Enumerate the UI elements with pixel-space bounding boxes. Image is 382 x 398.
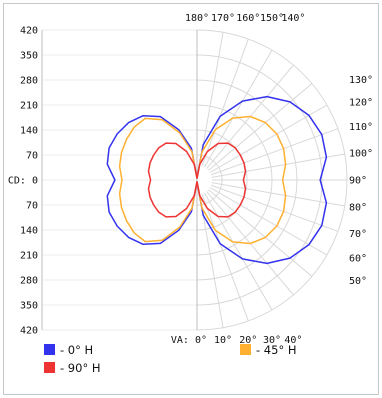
radial-tick-label: 350 — [20, 301, 38, 312]
radial-tick-label: 280 — [20, 76, 38, 87]
angle-label-right: 80° — [349, 203, 367, 214]
angle-label-bottom: VA: 0° — [171, 335, 207, 346]
angle-label-right: 60° — [349, 254, 367, 265]
grid-radial-line — [208, 189, 313, 277]
polar-chart: 420 350 280 210 140 70 CD: 0 70 140 210 280 350 420 1… — [8, 13, 373, 375]
angle-label-top: 170° — [211, 13, 235, 24]
legend-label: - 45° H — [256, 343, 297, 357]
legend-label: - 90° H — [60, 361, 101, 375]
legend-label: - 0° H — [60, 343, 93, 357]
angle-label-bottom: 20° — [239, 335, 257, 346]
radial-tick-label: 210 — [20, 101, 38, 112]
grid-radial-line — [210, 184, 339, 232]
grid-radial-line — [211, 182, 345, 207]
grid-radial-line — [201, 193, 249, 322]
angle-label-top: 180° — [185, 13, 209, 24]
radial-tick-label: 420 — [20, 326, 38, 337]
angle-label-right: 70° — [349, 229, 367, 240]
angle-label-right: 120° — [349, 98, 373, 109]
angle-label-right: 110° — [349, 122, 373, 133]
curves — [106, 95, 328, 265]
angle-label-top: 160° — [236, 13, 260, 24]
angle-label-right: 90° — [349, 176, 367, 187]
radial-tick-label: 140 — [20, 226, 38, 237]
grid-radial-line — [211, 153, 345, 178]
radial-tick-label: 140 — [20, 126, 38, 137]
legend-swatch — [44, 344, 55, 355]
radial-tick-label: 280 — [20, 276, 38, 287]
angle-label-bottom: 30° — [263, 335, 281, 346]
grid-radial-line — [208, 83, 313, 171]
angle-label-top: 150° — [260, 13, 284, 24]
angle-label-right: 50° — [349, 276, 367, 287]
radial-tick-label: 210 — [20, 251, 38, 262]
angle-label-right: 100° — [349, 148, 373, 159]
grid-radial-line — [204, 192, 273, 311]
polar-grid — [42, 29, 348, 331]
angle-label-bottom: 40° — [284, 335, 302, 346]
radial-tick-label: CD: 0 — [8, 176, 38, 187]
radial-tick-label: 420 — [20, 26, 38, 37]
radial-tick-label: 70 — [26, 151, 38, 162]
chart-frame: 420 350 280 210 140 70 CD: 0 70 140 210 280 350 420 1… — [3, 3, 379, 395]
grid-radial-line — [210, 128, 339, 176]
legend-swatch — [240, 344, 251, 355]
legend: - 0° H - 45° H - 90° H — [44, 343, 297, 375]
angle-label-top: 140° — [281, 13, 305, 24]
grid-radial-line — [209, 104, 328, 173]
angle-label-right: 130° — [349, 75, 373, 86]
radial-tick-label: 350 — [20, 51, 38, 62]
radial-tick-label: 70 — [26, 201, 38, 212]
grid-radial-line — [204, 49, 273, 168]
legend-swatch — [44, 362, 55, 373]
axes — [41, 30, 198, 330]
grid-radial-line — [209, 187, 328, 256]
angle-label-bottom: 10° — [214, 335, 232, 346]
labels: 420 350 280 210 140 70 CD: 0 70 140 210 280 350 420 1… — [8, 13, 373, 346]
series-line-90-H — [147, 142, 247, 218]
grid-radial-line — [201, 38, 249, 167]
